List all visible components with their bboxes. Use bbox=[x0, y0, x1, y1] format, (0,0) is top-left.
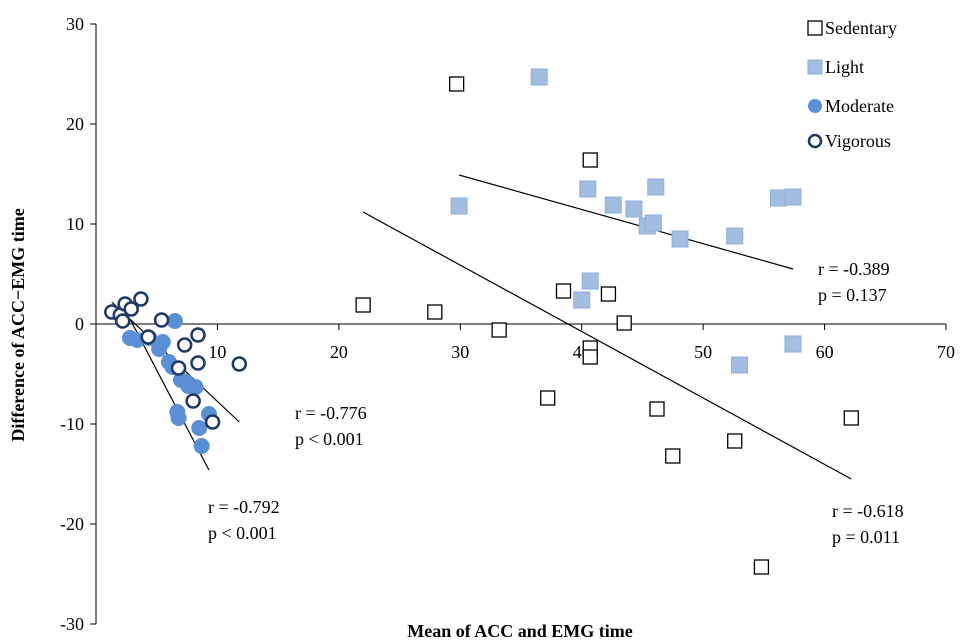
y-tick-label: 10 bbox=[66, 214, 84, 234]
legend: Sedentary Light Moderate Vigorous bbox=[807, 18, 897, 151]
data-point-sedentary bbox=[753, 559, 770, 575]
data-point-moderate bbox=[166, 313, 183, 329]
data-point-sedentary bbox=[843, 410, 859, 426]
data-point-light bbox=[647, 178, 665, 196]
annotation-sedentary-p: p = 0.011 bbox=[832, 527, 900, 547]
data-point-vigorous bbox=[123, 301, 139, 317]
x-tick-label: 70 bbox=[937, 342, 955, 362]
x-axis-title: Mean of ACC and EMG time bbox=[407, 621, 632, 640]
legend-label-vigorous: Vigorous bbox=[825, 131, 891, 151]
data-point-sedentary bbox=[727, 433, 743, 449]
data-point-light bbox=[625, 200, 643, 218]
data-point-vigorous bbox=[153, 312, 170, 328]
data-point-vigorous bbox=[190, 327, 206, 343]
legend-item-sedentary: Sedentary bbox=[807, 18, 897, 38]
data-point-light bbox=[726, 227, 744, 245]
y-tick-label: 30 bbox=[66, 14, 84, 34]
data-point-sedentary bbox=[355, 297, 371, 313]
y-tick-label: 20 bbox=[66, 114, 84, 134]
annotation-light-p: p = 0.137 bbox=[818, 285, 887, 305]
data-point-light bbox=[579, 180, 597, 198]
legend-label-sedentary: Sedentary bbox=[825, 18, 897, 38]
data-point-light bbox=[784, 335, 802, 353]
data-point-vigorous bbox=[204, 414, 221, 430]
legend-marker-vigorous bbox=[807, 133, 823, 149]
data-point-light bbox=[769, 189, 787, 207]
data-point-vigorous bbox=[176, 337, 193, 353]
data-point-moderate bbox=[154, 334, 171, 350]
data-point-light bbox=[644, 214, 662, 232]
data-point-light bbox=[450, 197, 468, 215]
legend-item-moderate: Moderate bbox=[808, 96, 894, 116]
trendline-light bbox=[458, 174, 794, 270]
legend-label-moderate: Moderate bbox=[825, 96, 894, 116]
data-point-sedentary bbox=[555, 283, 572, 299]
data-point-sedentary bbox=[582, 152, 598, 168]
annotation-vigorous-r: r = -0.776 bbox=[295, 403, 367, 423]
data-point-sedentary bbox=[649, 401, 665, 417]
annotation-vigorous-p: p < 0.001 bbox=[295, 429, 364, 449]
x-tick-label: 50 bbox=[694, 342, 712, 362]
data-point-vigorous bbox=[114, 313, 131, 329]
x-tick-label: 60 bbox=[816, 342, 834, 362]
data-point-light bbox=[671, 230, 689, 248]
data-point-vigorous bbox=[190, 355, 206, 371]
data-point-moderate bbox=[191, 420, 208, 436]
data-point-sedentary bbox=[616, 315, 632, 331]
y-axis-title: Difference of ACC−EMG time bbox=[8, 208, 28, 441]
x-tick-label: 20 bbox=[330, 342, 348, 362]
data-points bbox=[104, 68, 859, 575]
legend-item-vigorous: Vigorous bbox=[807, 131, 891, 151]
data-point-moderate bbox=[193, 438, 210, 454]
data-point-vigorous bbox=[185, 393, 201, 409]
legend-marker-light bbox=[807, 59, 823, 75]
data-point-light bbox=[573, 291, 591, 309]
y-tick-label: -20 bbox=[60, 514, 84, 534]
data-point-sedentary bbox=[582, 349, 598, 365]
series-sedentary bbox=[355, 76, 859, 575]
series-light bbox=[450, 68, 802, 374]
y-tick-label: -30 bbox=[60, 614, 84, 634]
annotation-moderate-p: p < 0.001 bbox=[208, 523, 277, 543]
legend-marker-moderate bbox=[808, 99, 822, 113]
data-point-light bbox=[604, 196, 622, 214]
data-point-sedentary bbox=[448, 76, 465, 92]
legend-item-light: Light bbox=[807, 57, 864, 77]
data-point-sedentary bbox=[540, 390, 556, 406]
data-point-moderate bbox=[170, 410, 187, 426]
data-point-sedentary bbox=[665, 448, 681, 464]
x-tick-label: 10 bbox=[208, 342, 226, 362]
y-ticks: -30 -20 -10 0 10 20 30 bbox=[60, 14, 96, 634]
data-point-light bbox=[731, 356, 749, 374]
legend-marker-sedentary bbox=[807, 20, 823, 36]
data-point-vigorous bbox=[231, 356, 248, 372]
data-point-vigorous bbox=[170, 360, 187, 376]
data-point-sedentary bbox=[427, 304, 443, 320]
data-point-light bbox=[784, 188, 802, 206]
data-point-moderate bbox=[187, 379, 204, 395]
data-point-sedentary bbox=[600, 286, 617, 302]
annotation-light-r: r = -0.389 bbox=[818, 259, 890, 279]
data-point-light bbox=[581, 272, 599, 290]
annotation-sedentary-r: r = -0.618 bbox=[832, 501, 904, 521]
trendline-sedentary bbox=[362, 211, 852, 480]
y-tick-label: -10 bbox=[60, 414, 84, 434]
series-vigorous bbox=[104, 291, 248, 430]
data-point-vigorous bbox=[140, 329, 156, 345]
annotations: r = -0.389 p = 0.137 r = -0.618 p = 0.01… bbox=[208, 259, 904, 547]
legend-label-light: Light bbox=[825, 57, 864, 77]
y-tick-label: 0 bbox=[75, 314, 84, 334]
x-ticks: 10 20 30 40 50 60 70 bbox=[208, 324, 955, 362]
data-point-vigorous bbox=[133, 291, 149, 307]
x-tick-label: 30 bbox=[451, 342, 469, 362]
data-point-light bbox=[530, 68, 548, 86]
data-point-sedentary bbox=[491, 322, 507, 338]
annotation-moderate-r: r = -0.792 bbox=[208, 497, 280, 517]
